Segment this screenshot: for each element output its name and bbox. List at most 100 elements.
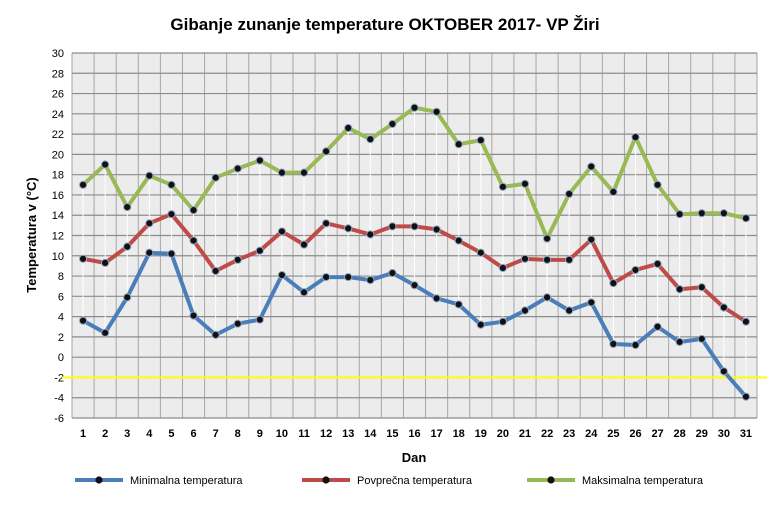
y-tick-label: 20 xyxy=(52,149,64,161)
data-point xyxy=(101,160,110,169)
data-point xyxy=(498,263,507,273)
data-point xyxy=(101,258,110,267)
data-point xyxy=(322,219,331,228)
data-point xyxy=(299,288,309,297)
y-tick-label: 4 xyxy=(58,312,64,324)
y-tick-label: -4 xyxy=(54,393,64,405)
x-tick-label: 25 xyxy=(607,428,619,440)
y-tick-label: 16 xyxy=(52,190,64,202)
data-point xyxy=(565,306,574,315)
data-point xyxy=(322,147,331,156)
data-point xyxy=(277,227,287,236)
data-point xyxy=(741,392,751,401)
data-point xyxy=(211,266,220,276)
x-tick-label: 29 xyxy=(696,428,708,440)
data-point xyxy=(454,300,463,309)
data-point xyxy=(454,236,463,245)
data-point xyxy=(211,173,220,182)
data-point xyxy=(123,242,132,251)
data-point xyxy=(565,255,574,264)
data-point xyxy=(255,315,264,324)
data-point xyxy=(189,311,198,320)
data-point xyxy=(432,107,441,116)
x-tick-label: 6 xyxy=(190,428,196,440)
data-point xyxy=(520,306,530,315)
y-tick-label: -6 xyxy=(54,413,64,425)
data-point xyxy=(609,279,618,288)
data-point xyxy=(233,164,242,173)
data-point xyxy=(366,276,375,285)
x-tick-label: 18 xyxy=(453,428,465,440)
x-tick-label: 30 xyxy=(718,428,730,440)
data-point xyxy=(299,240,309,249)
data-point xyxy=(167,249,176,258)
data-point xyxy=(719,303,728,312)
x-tick-label: 9 xyxy=(257,428,263,440)
legend-label: Minimalna temperatura xyxy=(130,475,243,487)
y-tick-label: 28 xyxy=(52,68,64,80)
data-point xyxy=(78,316,88,325)
data-point xyxy=(741,214,751,223)
data-point xyxy=(697,283,706,292)
data-point xyxy=(145,219,154,228)
chart-title: Gibanje zunanje temperature OKTOBER 2017… xyxy=(170,15,599,34)
data-point xyxy=(277,168,287,177)
x-tick-label: 12 xyxy=(320,428,332,440)
data-point xyxy=(388,222,397,231)
data-point xyxy=(432,225,441,234)
data-point xyxy=(211,330,220,339)
x-tick-label: 10 xyxy=(276,428,288,440)
x-axis-label: Dan xyxy=(402,450,427,465)
x-tick-label: 21 xyxy=(519,428,531,440)
data-point xyxy=(675,285,684,294)
data-point xyxy=(498,182,507,191)
x-tick-label: 16 xyxy=(408,428,420,440)
data-point xyxy=(78,254,88,263)
y-tick-label: 6 xyxy=(58,291,64,303)
y-tick-label: 14 xyxy=(52,210,64,222)
y-axis-label: Temperatura v (°C) xyxy=(24,177,39,292)
data-point xyxy=(410,103,419,112)
data-point xyxy=(233,319,242,328)
legend-marker xyxy=(95,476,103,484)
y-tick-label: 26 xyxy=(52,89,64,101)
y-tick-label: 2 xyxy=(58,332,64,344)
data-point xyxy=(123,203,132,212)
y-tick-label: 10 xyxy=(52,251,64,263)
data-point xyxy=(653,180,662,189)
x-tick-label: 11 xyxy=(298,428,310,440)
data-point xyxy=(719,209,728,218)
x-tick-label: 20 xyxy=(497,428,509,440)
data-point xyxy=(366,135,375,144)
data-point xyxy=(542,234,552,243)
data-point xyxy=(587,162,596,171)
x-tick-label: 19 xyxy=(475,428,487,440)
data-point xyxy=(344,272,353,282)
data-point xyxy=(476,136,485,145)
data-point xyxy=(388,119,397,129)
legend-marker xyxy=(547,476,555,484)
data-point xyxy=(565,189,574,199)
data-point xyxy=(476,248,485,257)
data-point xyxy=(587,235,596,244)
data-point xyxy=(741,317,751,326)
data-point xyxy=(609,187,618,197)
data-point xyxy=(233,255,242,264)
data-point xyxy=(410,281,419,290)
data-point xyxy=(366,230,375,239)
y-tick-label: 12 xyxy=(52,231,64,243)
data-point xyxy=(697,334,706,344)
x-tick-label: 13 xyxy=(342,428,354,440)
data-point xyxy=(78,180,88,189)
data-point xyxy=(167,210,176,219)
legend-marker xyxy=(322,476,330,484)
data-point xyxy=(145,171,154,180)
data-point xyxy=(255,156,264,165)
x-tick-label: 4 xyxy=(146,428,153,440)
data-point xyxy=(520,179,530,188)
y-tick-label: 24 xyxy=(52,109,64,121)
data-point xyxy=(388,268,397,278)
data-point xyxy=(189,236,198,245)
